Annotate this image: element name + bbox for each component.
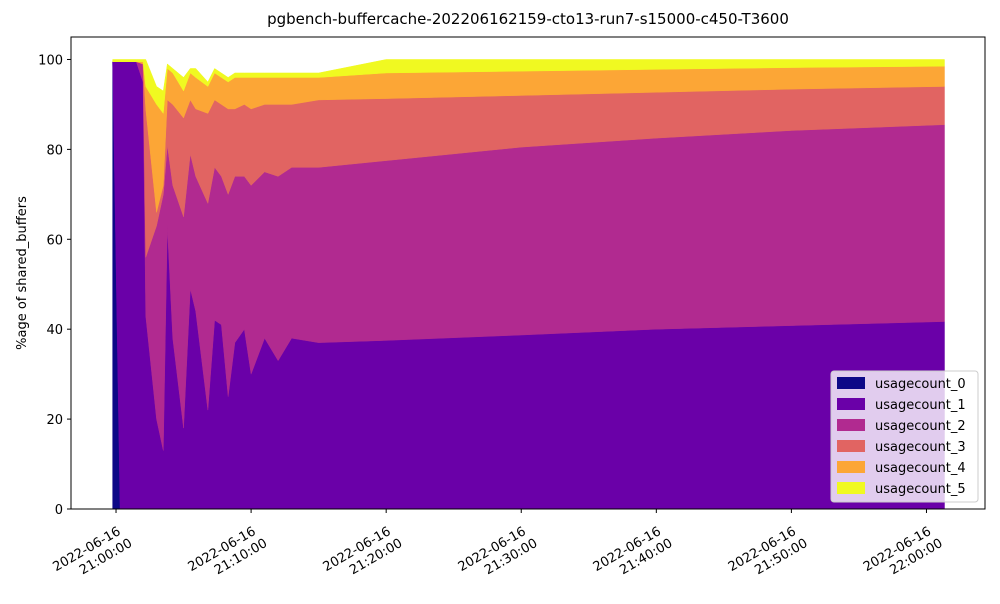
area: [112, 59, 945, 115]
y-axis-label: %age of shared_buffers: [15, 196, 30, 350]
x-tick-label: 2022-06-16 21:40:00: [591, 522, 676, 589]
x-tick-label: 2022-06-16 21:20:00: [321, 522, 406, 589]
plot-frame: [70, 36, 986, 510]
legend-label: usagecount_3: [875, 440, 966, 455]
y-tick-label: 80: [46, 143, 63, 158]
plot-area: [112, 59, 945, 510]
legend-label: usagecount_4: [875, 461, 966, 476]
x-tick-label: 2022-06-16 22:00:00: [861, 522, 946, 589]
legend-swatch: [837, 461, 865, 473]
y-tick-label: 20: [46, 413, 63, 428]
legend-swatch: [837, 482, 865, 494]
chart-title: pgbench-buffercache-202206162159-cto13-r…: [267, 10, 789, 28]
x-tick-label: 2022-06-16 21:50:00: [726, 522, 811, 589]
legend-label: usagecount_0: [875, 377, 966, 392]
legend-swatch: [837, 440, 865, 452]
y-tick-label: 60: [46, 233, 63, 248]
y-tick-label: 0: [55, 503, 63, 518]
legend-label: usagecount_2: [875, 419, 966, 434]
x-tick-label: 2022-06-16 21:00:00: [51, 522, 136, 589]
legend-box: [830, 370, 979, 503]
y-tick-label: 40: [46, 323, 63, 338]
x-tick-label: 2022-06-16 21:10:00: [186, 522, 271, 589]
y-tick-label: 100: [38, 53, 63, 68]
legend-swatch: [837, 398, 865, 410]
legend-label: usagecount_5: [875, 482, 966, 497]
legend-swatch: [837, 377, 865, 389]
legend-swatch: [837, 419, 865, 431]
x-tick-label: 2022-06-16 21:30:00: [456, 522, 541, 589]
legend-label: usagecount_1: [875, 398, 966, 413]
